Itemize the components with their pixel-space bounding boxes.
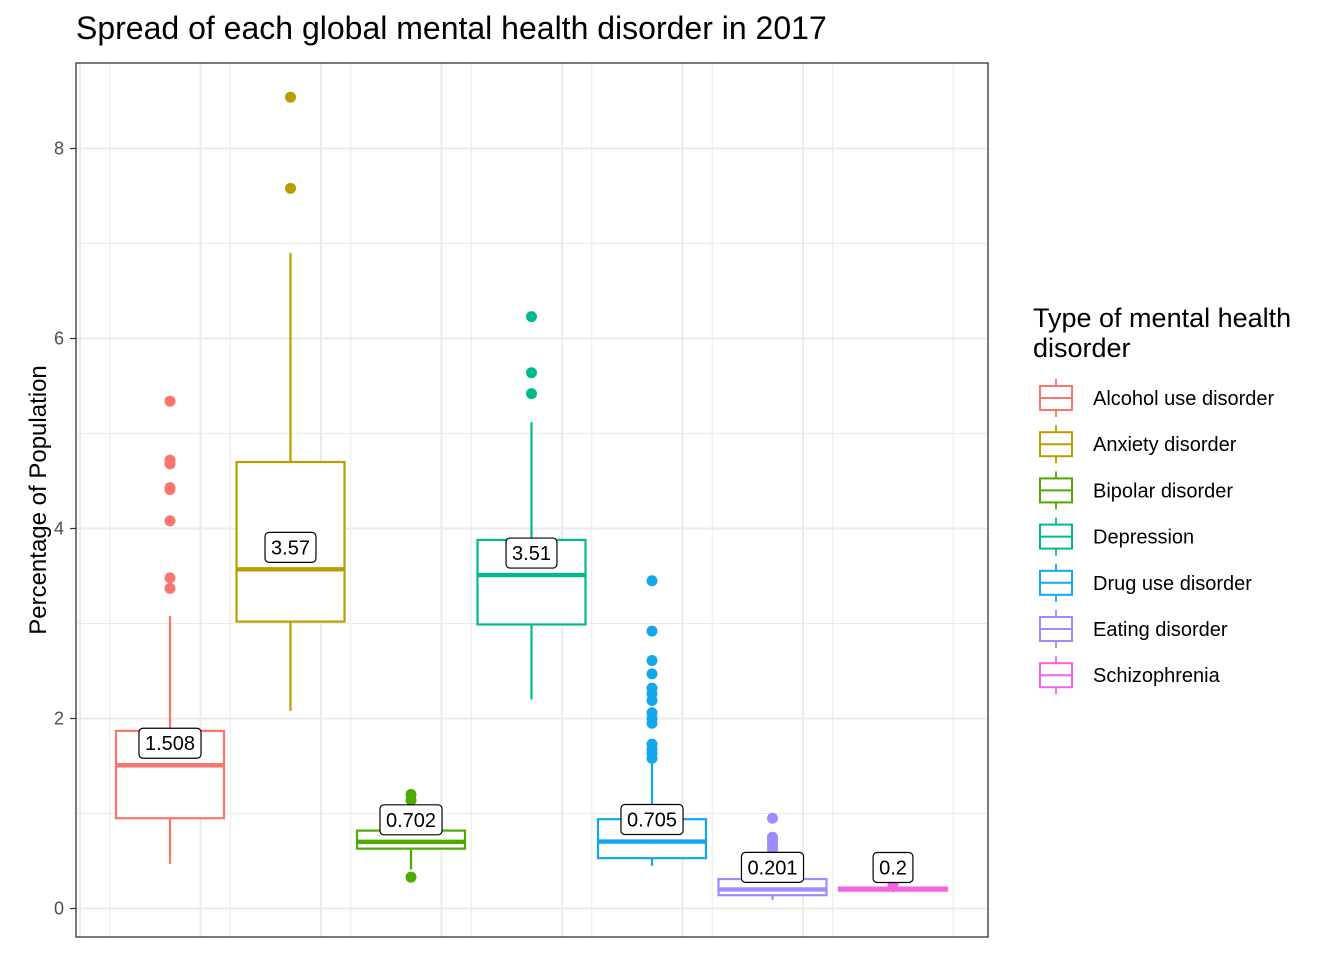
legend-label: Anxiety disorder <box>1093 434 1237 456</box>
y-tick-label: 6 <box>54 329 64 349</box>
outlier-point <box>405 871 417 883</box>
outlier-point <box>646 655 658 667</box>
median-label-text: 1.508 <box>145 733 195 755</box>
legend-label: Depression <box>1093 527 1194 549</box>
y-axis-title: Percentage of Population <box>25 365 52 635</box>
box-alcohol-use-disorder: 1.508 <box>114 395 226 864</box>
legend-item-bipolar-disorder: Bipolar disorder <box>1039 471 1233 510</box>
outlier-point <box>285 91 296 103</box>
outlier-point <box>164 395 176 407</box>
legend-item-anxiety-disorder: Anxiety disorder <box>1039 425 1237 464</box>
outlier-point <box>405 789 417 800</box>
legend-label: Alcohol use disorder <box>1093 388 1275 410</box>
legend-title-line-2: disorder <box>1033 333 1131 363</box>
legend-item-schizophrenia: Schizophrenia <box>1039 656 1221 695</box>
legend-title-line-1: Type of mental health <box>1033 303 1291 333</box>
median-label: 0.702 <box>379 804 443 836</box>
median-label: 3.57 <box>264 531 317 563</box>
legend-item-alcohol-use-disorder: Alcohol use disorder <box>1039 379 1275 417</box>
median-label: 1.508 <box>138 727 202 759</box>
median-label-box <box>264 531 317 563</box>
outlier-point <box>646 707 658 719</box>
legend-label: Bipolar disorder <box>1093 480 1233 502</box>
legend-item-depression: Depression <box>1039 517 1194 556</box>
median-label-box <box>740 851 805 884</box>
legend-item-drug-use-disorder: Drug use disorder <box>1039 563 1252 602</box>
y-tick-label: 4 <box>54 519 64 539</box>
legend-item-eating-disorder: Eating disorder <box>1039 610 1228 648</box>
box-bipolar-disorder: 0.702 <box>355 789 467 883</box>
plot-panel: 1.508 3.57 0.702 3.51 0.705 0.201 0.2 <box>75 62 989 938</box>
box-schizophrenia: 0.2 <box>837 851 949 893</box>
outlier-point <box>164 582 176 594</box>
y-tick-label: 8 <box>54 139 64 159</box>
legend-label: Drug use disorder <box>1093 573 1252 595</box>
box-anxiety-disorder: 3.57 <box>235 91 346 711</box>
median-label-text: 0.2 <box>879 858 907 880</box>
outlier-point <box>646 625 658 637</box>
outlier-point <box>646 668 658 680</box>
median-label: 0.705 <box>620 803 684 836</box>
median-label-text: 3.51 <box>512 543 551 565</box>
median-label-box <box>379 804 443 836</box>
y-axis: 0 2 4 6 8 <box>54 139 76 919</box>
outlier-point <box>646 575 658 587</box>
median-label-box <box>505 537 558 569</box>
y-tick-label: 2 <box>54 709 64 729</box>
outlier-point <box>526 311 537 323</box>
median-label-text: 0.705 <box>627 810 677 832</box>
median-label: 0.201 <box>740 851 805 884</box>
median-label-box <box>620 803 684 836</box>
legend: Type of mental health disorder Alcohol u… <box>1033 303 1291 695</box>
median-label: 0.2 <box>872 851 914 884</box>
legend-label: Schizophrenia <box>1093 665 1221 687</box>
outlier-point <box>767 831 778 843</box>
outlier-point <box>526 388 537 400</box>
panel-border <box>75 62 989 938</box>
outlier-point <box>164 572 176 584</box>
median-label-text: 3.57 <box>271 537 310 559</box>
outlier-point <box>646 682 658 694</box>
box-depression: 3.51 <box>476 311 587 700</box>
outlier-point <box>767 812 778 824</box>
box-drug-use-disorder: 0.705 <box>596 575 708 866</box>
median-label-box <box>138 727 202 759</box>
legend-label: Eating disorder <box>1093 619 1228 641</box>
outlier-point <box>526 367 537 379</box>
median-label-text: 0.702 <box>386 810 436 832</box>
y-tick-label: 0 <box>54 899 64 919</box>
outlier-point <box>164 515 176 527</box>
median-label: 3.51 <box>505 537 558 569</box>
outlier-point <box>164 482 176 494</box>
outlier-point <box>646 738 658 750</box>
median-label-text: 0.201 <box>747 857 797 879</box>
outlier-point <box>164 454 176 466</box>
outlier-point <box>285 182 296 194</box>
box-eating-disorder: 0.201 <box>717 812 828 900</box>
median-label-box <box>872 851 914 884</box>
chart-title: Spread of each global mental health diso… <box>76 10 827 46</box>
